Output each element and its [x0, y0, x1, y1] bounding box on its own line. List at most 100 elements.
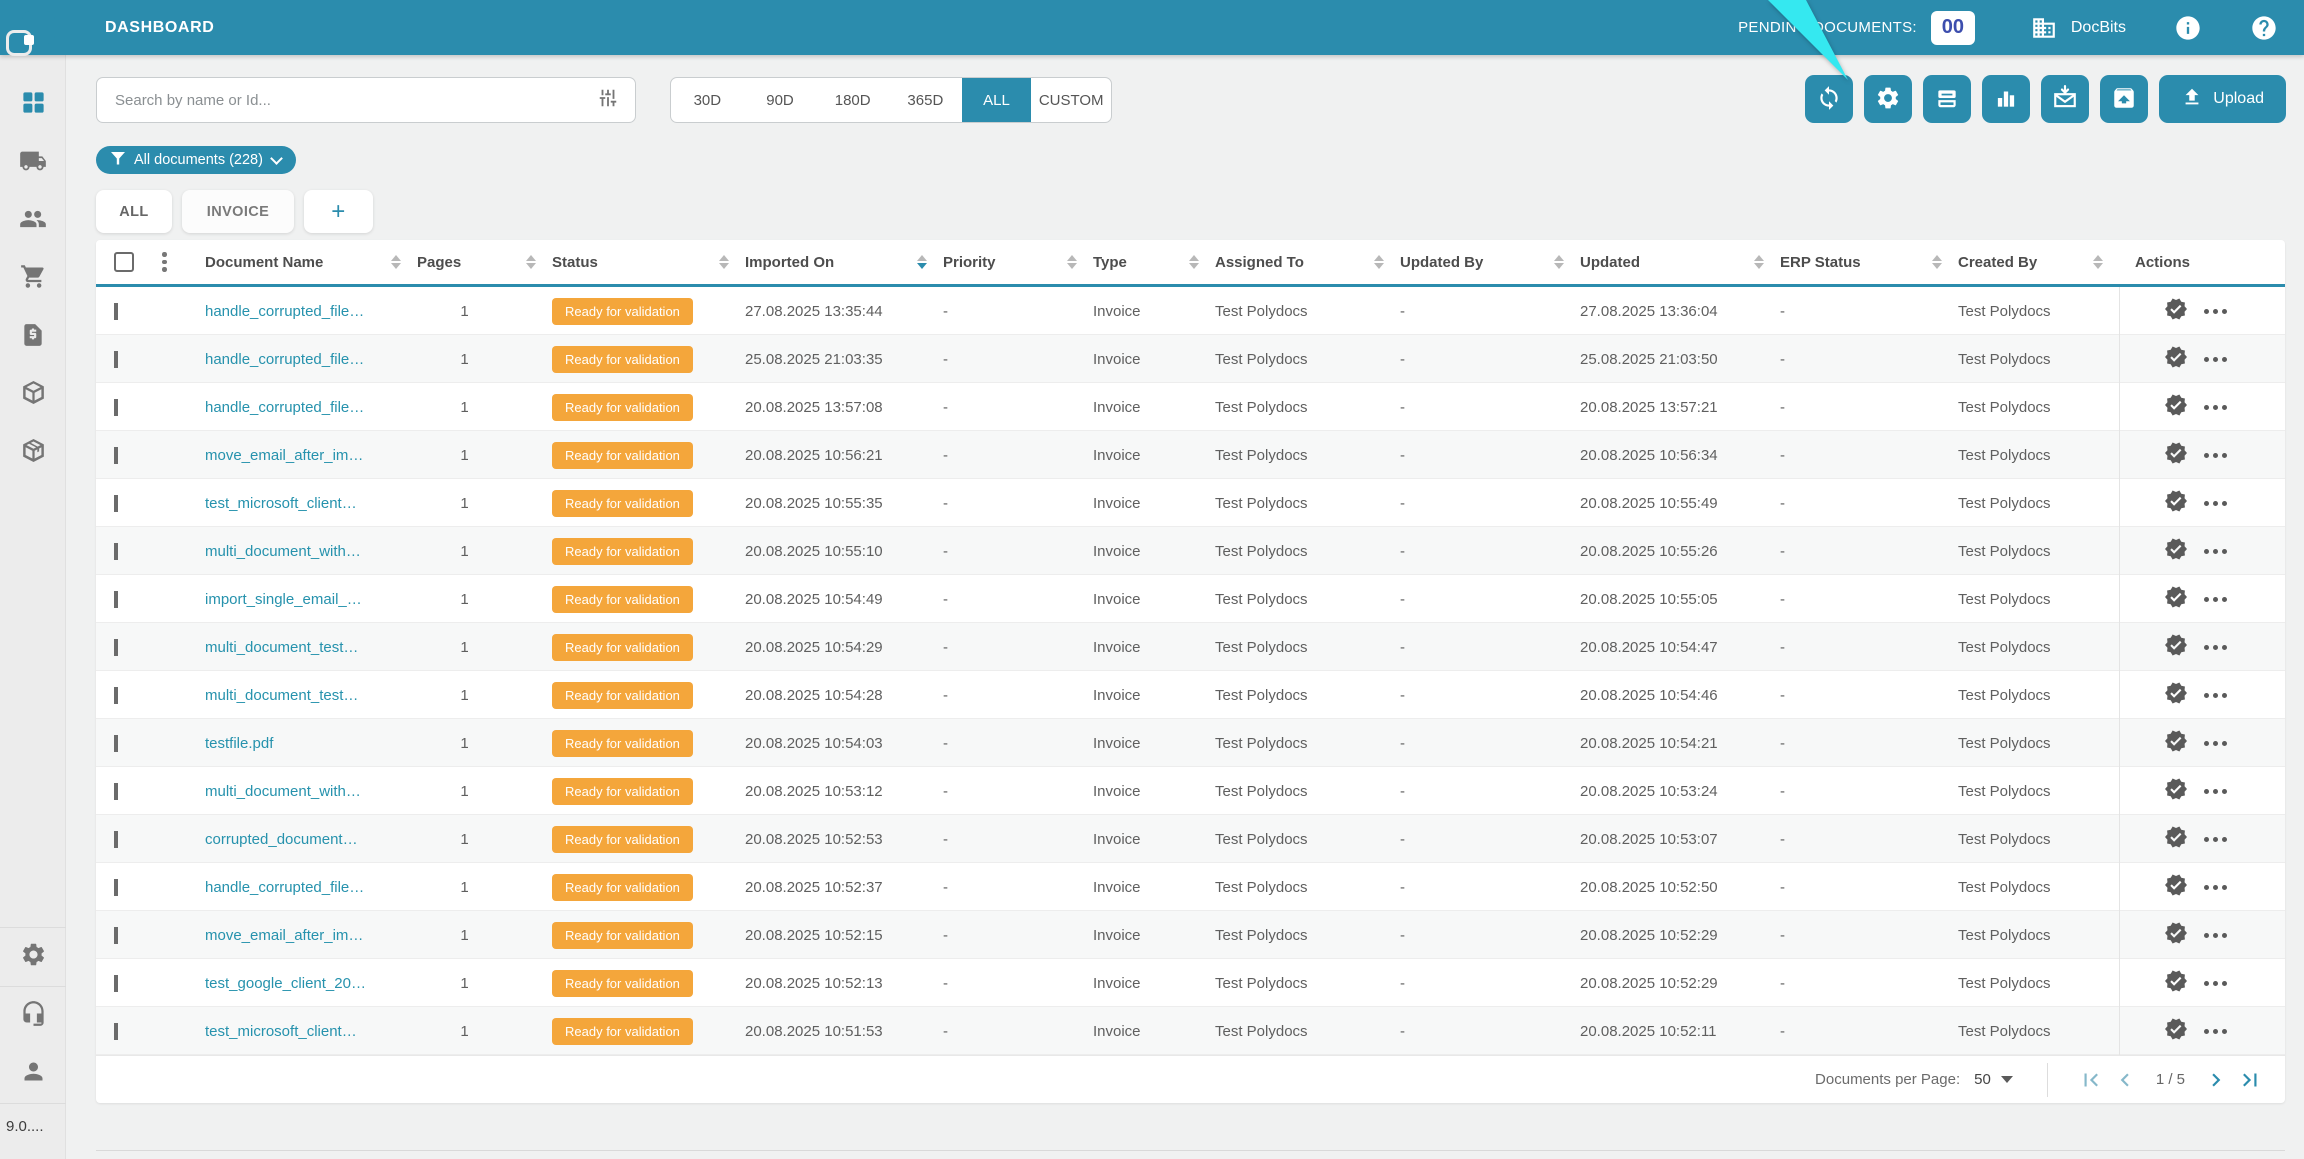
row-checkbox[interactable]	[114, 830, 118, 848]
verified-badge-icon[interactable]	[2164, 297, 2188, 325]
more-options-icon[interactable]	[2204, 500, 2227, 506]
column-options-kebab-icon[interactable]	[162, 252, 167, 272]
sort-icon[interactable]	[526, 255, 536, 269]
column-header-updated-by[interactable]: Updated By	[1400, 254, 1580, 271]
verified-badge-icon[interactable]	[2164, 489, 2188, 517]
range-30d-button[interactable]: 30D	[693, 91, 722, 109]
help-icon[interactable]	[2250, 14, 2278, 42]
more-options-icon[interactable]	[2204, 836, 2227, 842]
more-options-icon[interactable]	[2204, 308, 2227, 314]
last-page-button[interactable]	[2233, 1063, 2267, 1097]
row-checkbox[interactable]	[114, 398, 118, 416]
table-row[interactable]: corrupted_document… 1 Ready for validati…	[96, 815, 2285, 863]
sort-icon[interactable]	[1374, 255, 1384, 269]
column-header-type[interactable]: Type	[1093, 254, 1215, 271]
document-name-link[interactable]: test_microsoft_client…	[205, 1022, 357, 1040]
document-name-link[interactable]: handle_corrupted_file…	[205, 302, 365, 320]
sort-icon[interactable]	[391, 255, 401, 269]
column-header-priority[interactable]: Priority	[943, 254, 1093, 271]
next-page-button[interactable]	[2199, 1063, 2233, 1097]
more-options-icon[interactable]	[2204, 932, 2227, 938]
document-name-link[interactable]: multi_document_with…	[205, 542, 361, 560]
column-header-erp-status[interactable]: ERP Status	[1780, 254, 1958, 271]
more-options-icon[interactable]	[2204, 740, 2227, 746]
sidebar-item-packages-alt[interactable]	[0, 424, 66, 482]
verified-badge-icon[interactable]	[2164, 729, 2188, 757]
verified-badge-icon[interactable]	[2164, 825, 2188, 853]
row-checkbox[interactable]	[114, 782, 118, 800]
verified-badge-icon[interactable]	[2164, 681, 2188, 709]
column-header-updated[interactable]: Updated	[1580, 254, 1780, 271]
row-checkbox[interactable]	[114, 590, 118, 608]
column-header-assigned-to[interactable]: Assigned To	[1215, 254, 1400, 271]
sort-icon[interactable]	[1554, 255, 1564, 269]
table-row[interactable]: multi_document_test… 1 Ready for validat…	[96, 623, 2285, 671]
select-all-checkbox[interactable]	[114, 252, 134, 272]
verified-badge-icon[interactable]	[2164, 1017, 2188, 1045]
table-row[interactable]: test_microsoft_client… 1 Ready for valid…	[96, 479, 2285, 527]
row-checkbox[interactable]	[114, 686, 118, 704]
more-options-icon[interactable]	[2204, 692, 2227, 698]
row-checkbox[interactable]	[114, 494, 118, 512]
document-name-link[interactable]: test_google_client_20…	[205, 974, 366, 992]
document-name-link[interactable]: multi_document_test…	[205, 638, 359, 656]
verified-badge-icon[interactable]	[2164, 633, 2188, 661]
verified-badge-icon[interactable]	[2164, 921, 2188, 949]
row-checkbox[interactable]	[114, 350, 118, 368]
previous-page-button[interactable]	[2108, 1063, 2142, 1097]
documents-filter-chip[interactable]: All documents (228)	[96, 146, 296, 174]
document-name-link[interactable]: corrupted_document…	[205, 830, 358, 848]
table-row[interactable]: multi_document_test… 1 Ready for validat…	[96, 671, 2285, 719]
sidebar-item-profile[interactable]	[0, 1045, 66, 1103]
more-options-icon[interactable]	[2204, 788, 2227, 794]
column-header-created-by[interactable]: Created By	[1958, 254, 2119, 271]
sidebar-item-users[interactable]	[0, 192, 66, 250]
sort-icon[interactable]	[1067, 255, 1077, 269]
upload-button[interactable]: Upload	[2159, 75, 2286, 123]
row-checkbox[interactable]	[114, 1022, 118, 1040]
per-page-select[interactable]: 50	[1974, 1071, 2013, 1088]
export-box-button[interactable]	[2100, 75, 2149, 123]
more-options-icon[interactable]	[2204, 404, 2227, 410]
more-options-icon[interactable]	[2204, 356, 2227, 362]
verified-badge-icon[interactable]	[2164, 873, 2188, 901]
document-name-link[interactable]: testfile.pdf	[205, 734, 274, 752]
document-name-link[interactable]: test_microsoft_client…	[205, 494, 357, 512]
verified-badge-icon[interactable]	[2164, 537, 2188, 565]
row-checkbox[interactable]	[114, 974, 118, 992]
row-checkbox[interactable]	[114, 926, 118, 944]
scanner-button[interactable]	[1923, 75, 1972, 123]
table-row[interactable]: handle_corrupted_file… 1 Ready for valid…	[96, 383, 2285, 431]
filter-tune-icon[interactable]	[597, 87, 619, 114]
more-options-icon[interactable]	[2204, 980, 2227, 986]
column-header-imported-on[interactable]: Imported On	[745, 254, 943, 271]
sort-icon[interactable]	[1932, 255, 1942, 269]
analytics-button[interactable]	[1982, 75, 2031, 123]
verified-badge-icon[interactable]	[2164, 585, 2188, 613]
search-input[interactable]	[115, 91, 597, 109]
sidebar-item-support[interactable]	[0, 987, 66, 1045]
verified-badge-icon[interactable]	[2164, 969, 2188, 997]
sort-icon[interactable]	[1754, 255, 1764, 269]
more-options-icon[interactable]	[2204, 1028, 2227, 1034]
column-header-status[interactable]: Status	[552, 254, 745, 271]
sidebar-item-delivery[interactable]	[0, 134, 66, 192]
document-name-link[interactable]: handle_corrupted_file…	[205, 878, 365, 896]
range-90d-button[interactable]: 90D	[766, 91, 794, 109]
table-row[interactable]: handle_corrupted_file… 1 Ready for valid…	[96, 335, 2285, 383]
tab-invoice[interactable]: INVOICE	[182, 190, 294, 233]
verified-badge-icon[interactable]	[2164, 777, 2188, 805]
table-row[interactable]: move_email_after_im… 1 Ready for validat…	[96, 911, 2285, 959]
range-365d-button[interactable]: 365D	[907, 91, 944, 109]
refresh-button[interactable]	[1805, 75, 1854, 123]
sort-icon[interactable]	[719, 255, 729, 269]
table-row[interactable]: multi_document_with… 1 Ready for validat…	[96, 767, 2285, 815]
sidebar-item-shopping-cart[interactable]	[0, 250, 66, 308]
sort-icon[interactable]	[1189, 255, 1199, 269]
row-checkbox[interactable]	[114, 734, 118, 752]
column-header-document-name[interactable]: Document Name	[205, 254, 417, 271]
sort-icon[interactable]	[2093, 255, 2103, 269]
more-options-icon[interactable]	[2204, 452, 2227, 458]
table-row[interactable]: test_google_client_20… 1 Ready for valid…	[96, 959, 2285, 1007]
sidebar-item-settings[interactable]	[0, 928, 66, 986]
